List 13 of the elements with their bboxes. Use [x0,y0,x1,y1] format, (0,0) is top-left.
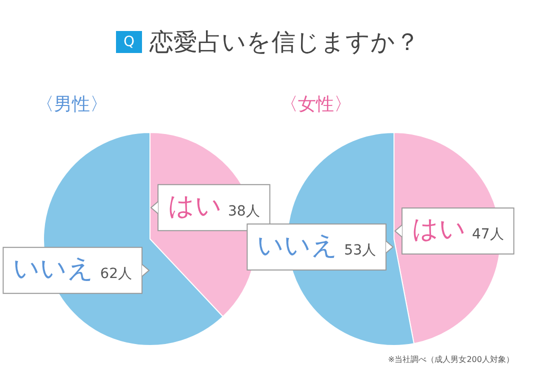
text: ※当社調べ（成人男女200人対象） [388,354,514,365]
text: Q [116,31,142,53]
slice-label: いいえ [257,230,338,261]
slice-label: いいえ [13,254,94,284]
text: 恋愛占いを信じますか？ [150,27,420,58]
data-label: 53人 [344,242,376,259]
data-label: 38人 [228,203,260,220]
data-label: 47人 [472,226,504,243]
chart-title: 〈女性〉 [280,93,353,116]
data-label: 62人 [100,266,132,282]
slice-label: はい [168,191,222,222]
slice-label: はい [412,214,466,245]
chart-title: 〈男性〉 [36,94,108,115]
